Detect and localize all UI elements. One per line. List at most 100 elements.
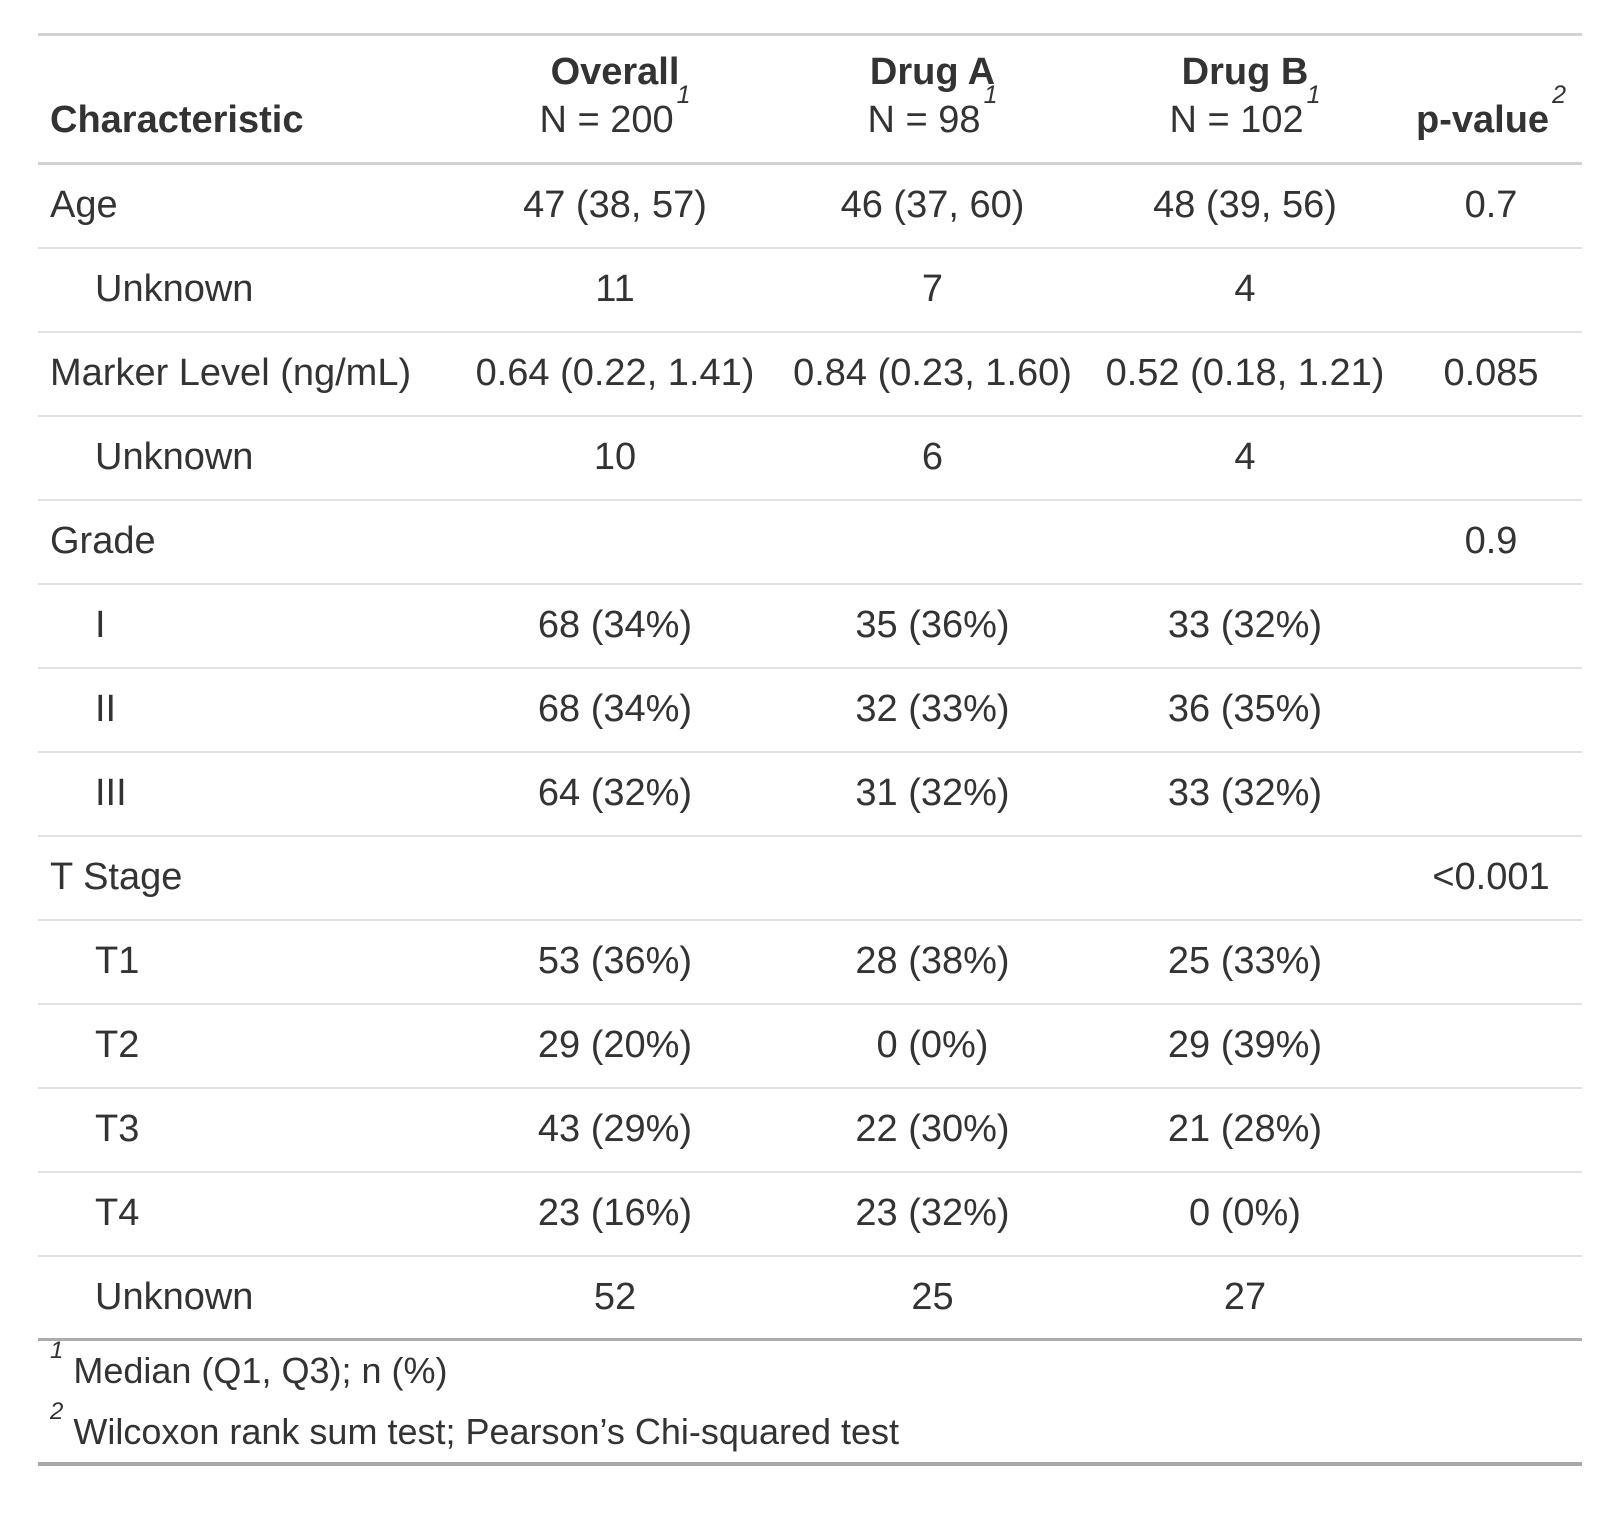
footnote-mark-1: 1 <box>676 81 691 110</box>
footnote-row: 1 Median (Q1, Q3); n (%) <box>38 1338 1582 1402</box>
row-label: I <box>95 604 106 646</box>
table-row: Age 47 (38, 57) 46 (37, 60) 48 (39, 56) … <box>38 164 1582 248</box>
cell-overall: 0.64 (0.22, 1.41) <box>475 352 755 394</box>
cell-p-value: 0.7 <box>1464 184 1518 227</box>
table-row: III 64 (32%) 31 (32%) 33 (32%) <box>38 751 1582 836</box>
cell-drug-a: 46 (37, 60) <box>840 184 1025 227</box>
table-row: Unknown 11 7 4 <box>38 247 1582 332</box>
cell-p-value: 0.9 <box>1464 520 1518 562</box>
table-row: I 68 (34%) 35 (36%) 33 (32%) <box>38 583 1582 668</box>
cell-p-value <box>1400 248 1582 332</box>
col-header-overall-n: N = 2001 <box>539 81 691 141</box>
cell-drug-b: 36 (35%) <box>1167 688 1323 730</box>
table-row: II 68 (34%) 32 (33%) 36 (35%) <box>38 667 1582 752</box>
col-header-overall: Overall N = 2001 <box>455 35 775 164</box>
footnote-mark-1: 1 <box>1306 81 1321 110</box>
footnote-mark-2: 2 <box>1552 81 1566 110</box>
col-header-characteristic-label: Characteristic <box>50 99 304 141</box>
cell-p-value <box>1400 752 1582 836</box>
cell-overall: 64 (32%) <box>537 772 693 814</box>
cell-p-value: <0.001 <box>1432 856 1550 898</box>
col-header-drug-b: Drug B N = 1021 <box>1090 35 1400 164</box>
cell-p-value <box>1400 584 1582 668</box>
cell-drug-a: 23 (32%) <box>855 1192 1010 1234</box>
col-header-drug-a-n: N = 981 <box>867 81 998 141</box>
cell-overall: 23 (16%) <box>537 1192 693 1234</box>
cell-drug-b: 4 <box>1234 436 1256 478</box>
row-label: Unknown <box>95 436 254 478</box>
cell-p-value: 0.085 <box>1443 352 1539 394</box>
footnote-mark-1: 1 <box>983 81 998 110</box>
summary-table: Characteristic Overall N = 2001 Drug A N… <box>38 33 1582 1466</box>
cell-drug-a: 35 (36%) <box>855 604 1010 646</box>
cell-drug-a: 7 <box>921 268 944 310</box>
table-row: Unknown 10 6 4 <box>38 415 1582 500</box>
footnote: 1 Median (Q1, Q3); n (%) <box>38 1338 1582 1402</box>
col-header-drug-b-n: N = 1021 <box>1169 81 1321 141</box>
table-row: T2 29 (20%) 0 (0%) 29 (39%) <box>38 1003 1582 1088</box>
cell-overall: 52 <box>593 1275 637 1318</box>
row-label: Unknown <box>95 1275 254 1318</box>
col-header-drug-a-label: Drug A <box>869 51 996 93</box>
cell-p-value <box>1400 1088 1582 1172</box>
col-header-p-value-label: p-value <box>1416 99 1550 141</box>
cell-overall: 11 <box>595 268 635 310</box>
cell-drug-a: 0 (0%) <box>876 1024 989 1066</box>
cell-drug-b: 33 (32%) <box>1167 772 1323 814</box>
cell-overall <box>455 500 775 584</box>
cell-drug-b: 21 (28%) <box>1167 1108 1323 1150</box>
row-label: II <box>95 688 117 730</box>
table-footnotes: 1 Median (Q1, Q3); n (%) 2 Wilcoxon rank s… <box>38 1338 1582 1464</box>
footnote-text: Wilcoxon rank sum test; Pearson’s Chi-sq… <box>73 1410 900 1452</box>
summary-table-container: Characteristic Overall N = 2001 Drug A N… <box>38 33 1582 1466</box>
footnote-row: 2 Wilcoxon rank sum test; Pearson’s Chi-s… <box>38 1399 1582 1464</box>
cell-drug-a <box>775 500 1090 584</box>
footnote-mark: 2 <box>50 1397 64 1425</box>
table-header-row: Characteristic Overall N = 2001 Drug A N… <box>38 35 1582 164</box>
cell-p-value <box>1400 1256 1582 1340</box>
cell-p-value <box>1400 668 1582 752</box>
cell-drug-b <box>1090 836 1400 920</box>
col-header-overall-label: Overall <box>550 51 680 93</box>
row-label: T Stage <box>50 856 183 898</box>
cell-drug-b: 29 (39%) <box>1167 1024 1323 1066</box>
cell-drug-a <box>775 836 1090 920</box>
cell-overall: 10 <box>593 436 637 478</box>
cell-drug-a: 31 (32%) <box>855 772 1010 814</box>
table-row: T4 23 (16%) 23 (32%) 0 (0%) <box>38 1171 1582 1256</box>
cell-p-value <box>1400 1172 1582 1256</box>
cell-overall: 68 (34%) <box>537 604 693 646</box>
cell-drug-b: 4 <box>1234 268 1256 310</box>
row-label: T1 <box>95 940 140 982</box>
table-row: Grade 0.9 <box>38 499 1582 584</box>
col-header-characteristic: Characteristic <box>38 35 455 164</box>
cell-drug-b: 25 (33%) <box>1167 940 1323 982</box>
table-row: T1 53 (36%) 28 (38%) 25 (33%) <box>38 919 1582 1004</box>
cell-drug-b: 48 (39, 56) <box>1153 184 1337 227</box>
cell-drug-a: 22 (30%) <box>855 1108 1010 1150</box>
row-label: Grade <box>50 520 156 562</box>
cell-drug-b: 0 (0%) <box>1189 1192 1301 1234</box>
cell-overall: 53 (36%) <box>537 940 693 982</box>
cell-overall: 47 (38, 57) <box>523 184 707 227</box>
row-label: Unknown <box>95 268 254 310</box>
row-label: T4 <box>95 1192 140 1234</box>
cell-drug-a: 6 <box>921 436 944 478</box>
cell-p-value <box>1400 416 1582 500</box>
cell-overall: 68 (34%) <box>537 688 693 730</box>
col-header-p-value: p-value2 <box>1400 35 1582 164</box>
cell-overall: 43 (29%) <box>537 1108 693 1150</box>
cell-p-value <box>1400 920 1582 1004</box>
cell-drug-b: 33 (32%) <box>1167 604 1323 646</box>
cell-drug-b: 27 <box>1223 1275 1267 1318</box>
footnote: 2 Wilcoxon rank sum test; Pearson’s Chi-s… <box>38 1399 1582 1464</box>
row-label: T3 <box>95 1108 140 1150</box>
table-row: Marker Level (ng/mL) 0.64 (0.22, 1.41) 0… <box>38 331 1582 416</box>
table-body: Age 47 (38, 57) 46 (37, 60) 48 (39, 56) … <box>38 164 1582 1340</box>
row-label: III <box>95 772 127 814</box>
table-row: T3 43 (29%) 22 (30%) 21 (28%) <box>38 1087 1582 1172</box>
cell-overall: 29 (20%) <box>537 1024 693 1066</box>
col-header-drug-b-label: Drug B <box>1181 51 1309 93</box>
cell-drug-a: 0.84 (0.23, 1.60) <box>793 352 1072 394</box>
cell-drug-a: 28 (38%) <box>855 940 1010 982</box>
